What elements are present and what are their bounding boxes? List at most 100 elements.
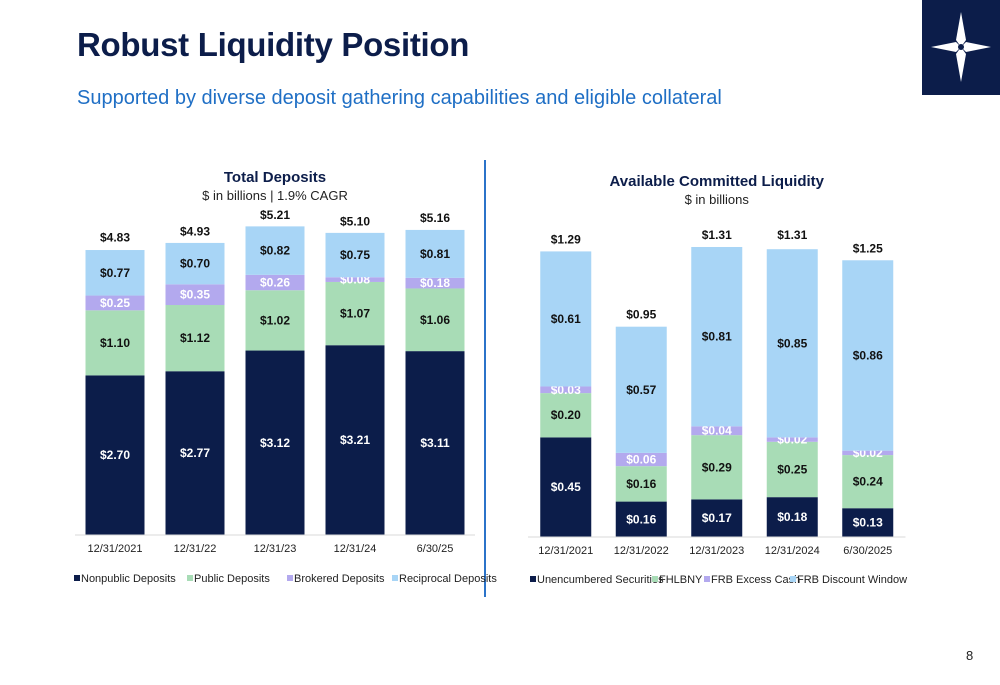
data-label: $0.06 <box>626 453 656 467</box>
x-tick-label: 6/30/2025 <box>843 545 892 557</box>
data-label: $0.24 <box>853 475 883 489</box>
bar-segment <box>615 501 667 537</box>
bar-segment <box>842 260 894 451</box>
x-tick-label: 12/31/23 <box>254 543 297 555</box>
data-label: $3.12 <box>260 436 290 450</box>
legend-item: Public Deposits <box>194 573 270 585</box>
chart-subtitle: $ in billions <box>685 192 750 207</box>
bar-segment <box>766 441 818 498</box>
legend-swatch <box>187 575 193 581</box>
data-label: $1.06 <box>420 313 450 327</box>
chart-divider <box>484 160 486 597</box>
data-label: $0.29 <box>702 460 732 474</box>
x-tick-label: 12/31/2024 <box>765 545 820 557</box>
data-label: $0.81 <box>702 330 732 344</box>
x-tick-label: 12/31/24 <box>334 543 377 555</box>
x-tick-label: 12/31/22 <box>174 543 217 555</box>
bar-segment <box>691 435 743 500</box>
legend-swatch <box>287 575 293 581</box>
total-label: $0.95 <box>626 308 656 322</box>
legend-item: Brokered Deposits <box>294 573 385 585</box>
bar-segment <box>245 226 305 275</box>
total-label: $1.29 <box>551 232 581 246</box>
x-tick-label: 12/31/2021 <box>538 545 593 557</box>
total-label: $5.16 <box>420 211 450 225</box>
bar-segment <box>325 277 385 282</box>
data-label: $0.25 <box>777 462 807 476</box>
data-label: $0.85 <box>777 336 807 350</box>
data-label: $1.07 <box>340 307 370 321</box>
bar-segment <box>405 351 465 535</box>
bar-segment <box>540 437 592 537</box>
page-subtitle: Supported by diverse deposit gathering c… <box>77 87 722 109</box>
data-label: $0.25 <box>100 296 130 310</box>
bar-segment <box>405 288 465 352</box>
bar-segment <box>325 345 385 535</box>
data-label: $0.86 <box>853 348 883 362</box>
total-label: $5.21 <box>260 208 290 222</box>
x-tick-label: 12/31/2023 <box>689 545 744 557</box>
data-label: $3.11 <box>420 436 450 450</box>
bar-segment <box>245 274 305 291</box>
bar-segment <box>540 393 592 438</box>
total-label: $5.10 <box>340 214 370 228</box>
bar-segment <box>165 242 225 285</box>
legend-item: FRB Discount Window <box>797 574 907 586</box>
bar-segment <box>405 229 465 278</box>
bar-segment <box>766 437 818 442</box>
data-label: $3.21 <box>340 433 370 447</box>
data-label: $0.82 <box>260 244 290 258</box>
bar-segment <box>842 508 894 537</box>
data-label: $0.20 <box>551 408 581 422</box>
bar-segment <box>405 277 465 289</box>
page-number: 8 <box>966 648 974 663</box>
x-tick-label: 12/31/2022 <box>614 545 669 557</box>
data-label: $0.16 <box>626 477 656 491</box>
legend-item: Reciprocal Deposits <box>399 573 497 585</box>
bar-segment <box>766 249 818 438</box>
bar-segment <box>842 455 894 509</box>
legend-item: Unencumbered Securities <box>537 574 664 586</box>
bar-segment <box>325 232 385 278</box>
data-label: $2.70 <box>100 448 130 462</box>
legend-item: Nonpublic Deposits <box>81 573 176 585</box>
bar-segment <box>842 450 894 456</box>
bar-segment <box>325 281 385 346</box>
x-tick-label: 6/30/25 <box>417 543 454 555</box>
bar-segment <box>165 284 225 306</box>
bar-segment <box>766 497 818 537</box>
chart-title: Total Deposits <box>224 169 326 186</box>
data-label: $0.77 <box>100 266 130 280</box>
data-label: $0.57 <box>626 383 656 397</box>
bar-segment <box>540 386 592 394</box>
bar-segment <box>691 246 743 427</box>
data-label: $2.77 <box>180 446 210 460</box>
bar-segment <box>615 326 667 453</box>
data-label: $0.81 <box>420 247 450 261</box>
chart-total-deposits: Total Deposits $ in billions | 1.9% CAGR $… <box>74 169 497 585</box>
data-label: $1.10 <box>100 336 130 350</box>
data-label: $0.13 <box>853 516 883 530</box>
chart-subtitle: $ in billions | 1.9% CAGR <box>202 188 348 203</box>
data-label: $0.26 <box>260 276 290 290</box>
bar-segment <box>165 305 225 372</box>
total-label: $1.31 <box>777 228 807 242</box>
legend-item: FRB Excess Cash <box>711 574 800 586</box>
data-label: $0.16 <box>626 512 656 526</box>
chart-committed-liquidity: Available Committed Liquidity $ in billio… <box>528 173 907 586</box>
data-label: $1.02 <box>260 313 290 327</box>
total-label: $4.93 <box>180 225 210 239</box>
data-label: $0.17 <box>702 511 732 525</box>
legend-swatch <box>704 576 710 582</box>
bar-segment <box>691 499 743 537</box>
chart-title: Available Committed Liquidity <box>610 173 825 190</box>
data-label: $0.45 <box>551 480 581 494</box>
data-label: $0.70 <box>180 257 210 271</box>
data-label: $0.04 <box>702 424 732 438</box>
data-label: $0.61 <box>551 312 581 326</box>
data-label: $1.12 <box>180 331 210 345</box>
bar-segment <box>245 290 305 351</box>
bar-segment <box>245 350 305 535</box>
legend-item: FHLBNY <box>659 574 703 586</box>
legend-swatch <box>530 576 536 582</box>
